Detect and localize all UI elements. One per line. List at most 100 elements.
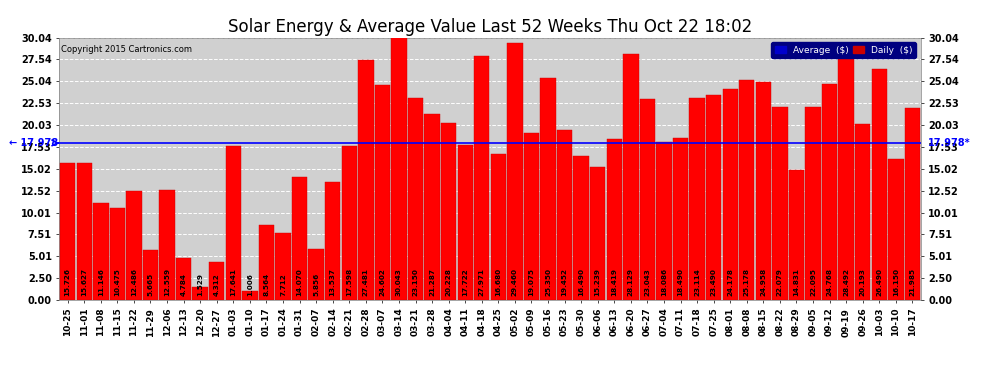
Bar [706,95,722,300]
Bar [425,114,440,300]
Text: 18.086: 18.086 [661,267,667,296]
Bar [176,258,191,300]
Bar [541,78,555,300]
Bar [673,138,688,300]
Text: 24.178: 24.178 [728,268,734,296]
Text: 24.768: 24.768 [827,268,833,296]
Text: ← 17.978: ← 17.978 [10,138,58,148]
Text: 17.978*: 17.978* [928,138,970,148]
Bar [93,202,109,300]
Text: 15.627: 15.627 [81,268,87,296]
Bar [275,232,291,300]
Text: 27.481: 27.481 [362,268,369,296]
Bar [325,182,341,300]
Text: 16.150: 16.150 [893,268,899,296]
Text: 1.529: 1.529 [197,273,203,296]
Text: 29.460: 29.460 [512,268,518,296]
Bar [491,154,506,300]
Bar [557,130,572,300]
Text: 23.150: 23.150 [413,268,419,296]
Text: 12.486: 12.486 [131,268,137,296]
Text: 12.559: 12.559 [164,267,170,296]
Bar [789,170,804,300]
Bar [159,190,175,300]
Text: 15.239: 15.239 [595,268,601,296]
Legend: Average  ($), Daily  ($): Average ($), Daily ($) [771,42,916,58]
Bar [408,98,423,300]
Text: 28.492: 28.492 [843,268,849,296]
Bar [76,164,92,300]
Text: 17.598: 17.598 [346,267,352,296]
Bar [723,89,738,300]
Bar [226,146,241,300]
Text: 25.350: 25.350 [545,268,551,296]
Bar [192,286,208,300]
Bar [374,85,390,300]
Bar [209,262,225,300]
Text: 17.641: 17.641 [231,268,237,296]
Text: 16.490: 16.490 [578,268,584,296]
Text: 20.193: 20.193 [859,268,865,296]
Text: 23.114: 23.114 [694,268,700,296]
Bar [755,82,771,300]
Text: 5.856: 5.856 [313,272,319,296]
Text: 1.006: 1.006 [247,273,252,296]
Bar [292,177,307,300]
Text: 22.079: 22.079 [777,268,783,296]
Bar [839,51,853,300]
Text: 15.726: 15.726 [64,268,70,296]
Bar [905,108,920,300]
Text: 7.712: 7.712 [280,273,286,296]
Text: 27.971: 27.971 [479,268,485,296]
Text: Copyright 2015 Cartronics.com: Copyright 2015 Cartronics.com [61,45,192,54]
Bar [855,123,870,300]
Text: 4.312: 4.312 [214,273,220,296]
Text: 24.602: 24.602 [379,268,385,296]
Bar [358,60,373,300]
Text: 17.722: 17.722 [462,268,468,296]
Bar [243,291,257,300]
Text: 23.490: 23.490 [711,268,717,296]
Text: 14.831: 14.831 [793,268,800,296]
Text: 11.146: 11.146 [98,268,104,296]
Text: 19.075: 19.075 [529,268,535,296]
Bar [524,134,540,300]
Text: 22.095: 22.095 [810,268,816,296]
Bar [110,209,125,300]
Text: 18.490: 18.490 [677,268,683,296]
Bar [623,54,639,300]
Bar [656,142,671,300]
Bar [772,107,788,300]
Bar [258,225,274,300]
Text: 5.665: 5.665 [148,272,153,296]
Bar [740,80,754,300]
Text: 18.419: 18.419 [611,268,618,296]
Bar [607,139,622,300]
Title: Solar Energy & Average Value Last 52 Weeks Thu Oct 22 18:02: Solar Energy & Average Value Last 52 Wee… [228,18,752,36]
Bar [391,38,407,300]
Bar [457,145,473,300]
Text: 20.228: 20.228 [446,268,451,296]
Text: 13.537: 13.537 [330,268,336,296]
Text: 23.043: 23.043 [644,268,650,296]
Text: 19.452: 19.452 [561,268,567,296]
Text: 10.475: 10.475 [115,268,121,296]
Bar [342,146,357,300]
Bar [573,156,589,300]
Bar [871,69,887,300]
Text: 26.490: 26.490 [876,268,882,296]
Bar [60,163,75,300]
Bar [590,167,606,300]
Bar [474,56,489,300]
Text: 25.178: 25.178 [743,268,749,296]
Bar [143,251,158,300]
Bar [441,123,456,300]
Text: 8.564: 8.564 [263,273,269,296]
Text: 4.784: 4.784 [180,273,187,296]
Bar [689,98,705,300]
Text: 30.043: 30.043 [396,268,402,296]
Bar [127,191,142,300]
Text: 21.985: 21.985 [910,267,916,296]
Text: 21.287: 21.287 [429,268,435,296]
Bar [507,43,523,300]
